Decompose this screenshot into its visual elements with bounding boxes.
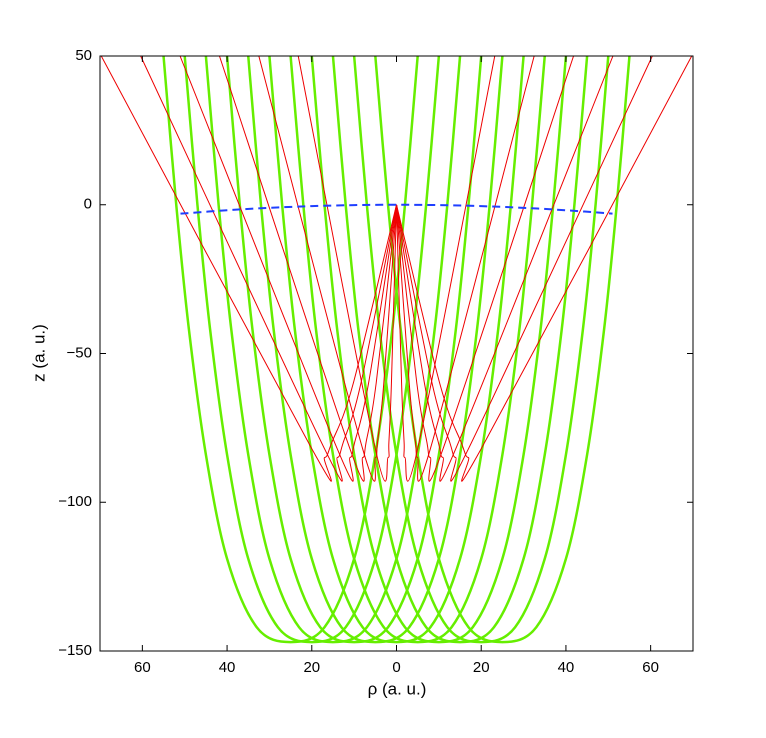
trajectory (396, 56, 614, 482)
trajectory (140, 56, 397, 482)
trajectory (258, 56, 397, 482)
x-axis-label: ρ (a. u.) (368, 679, 427, 698)
trajectory (396, 56, 653, 482)
trajectory (396, 56, 496, 482)
x-tick-label: 40 (219, 659, 236, 676)
trajectory (396, 56, 693, 482)
trajectory (162, 56, 419, 644)
y-tick-label: 0 (84, 196, 92, 213)
x-tick-label: 0 (392, 659, 400, 676)
x-tick-label: 60 (134, 659, 151, 676)
trajectory (289, 56, 546, 644)
x-tick-label: 20 (303, 659, 320, 676)
x-tick-label: 40 (558, 659, 575, 676)
trajectory (204, 56, 462, 644)
plot-area (100, 56, 693, 644)
trajectory (396, 56, 575, 482)
trajectory (179, 56, 397, 482)
trajectory (100, 56, 397, 482)
trajectory (268, 56, 525, 644)
y-tick-label: −150 (58, 642, 92, 659)
y-tick-label: −50 (67, 344, 92, 361)
x-tick-label: 20 (473, 659, 490, 676)
trajectory (225, 56, 483, 644)
x-tick-label: 60 (642, 659, 659, 676)
trajectory (218, 56, 397, 482)
y-tick-label: 50 (75, 47, 92, 64)
trajectory (396, 56, 535, 482)
trajectory (310, 56, 568, 644)
y-tick-label: −100 (58, 493, 92, 510)
trajectory (331, 56, 589, 644)
y-axis-label: z (a. u.) (29, 324, 48, 382)
trajectory (247, 56, 504, 644)
trajectory (374, 56, 631, 644)
trajectory (180, 203, 613, 215)
trajectory (297, 56, 397, 482)
